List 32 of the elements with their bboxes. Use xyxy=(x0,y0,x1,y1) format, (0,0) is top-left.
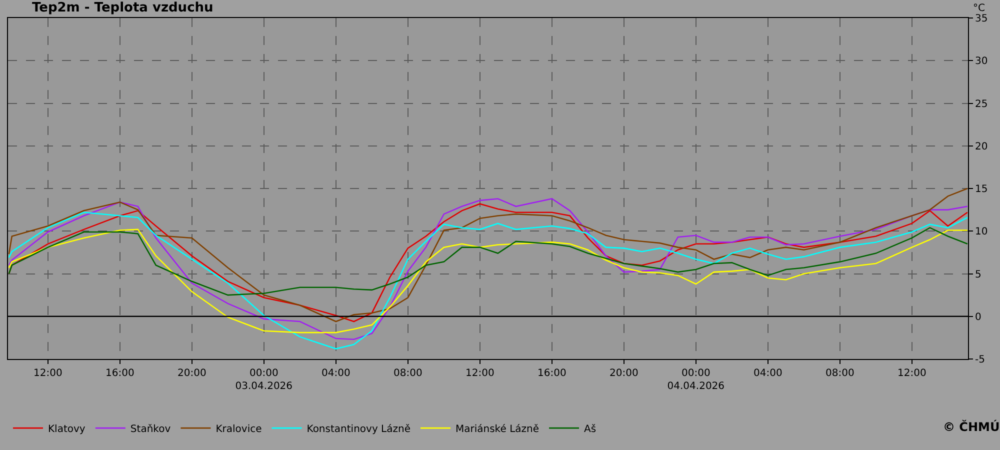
legend-label: Mariánské Lázně xyxy=(455,424,540,435)
y-tick-label: -5 xyxy=(975,354,985,366)
legend-label: Aš xyxy=(584,424,596,435)
legend-label: Klatovy xyxy=(48,424,86,435)
y-tick-label: 25 xyxy=(975,98,988,110)
x-tick-label: 00:00 04.04.2026 xyxy=(667,368,725,392)
x-tick-label: 20:00 xyxy=(609,368,638,379)
x-tick-label: 12:00 xyxy=(33,368,62,379)
x-tick-label: 04:00 xyxy=(753,368,782,379)
y-tick-label: 15 xyxy=(975,184,988,195)
legend-label: Kralovice xyxy=(216,424,262,435)
y-tick-label: 20 xyxy=(975,141,988,152)
x-tick-label: 12:00 xyxy=(465,368,494,379)
y-tick-label: 10 xyxy=(975,226,988,238)
x-tick-label: 08:00 xyxy=(393,368,422,379)
x-tick-label: 16:00 xyxy=(537,368,566,379)
y-tick-label: 30 xyxy=(975,56,988,68)
text: © ČHMÚ xyxy=(943,419,1000,434)
y-tick-label: 0 xyxy=(975,312,982,323)
legend-label: Staňkov xyxy=(130,424,171,435)
legend-label: Konstantinovy Lázně xyxy=(306,424,410,435)
x-tick-label: 20:00 xyxy=(177,368,206,379)
y-tick-label: 35 xyxy=(975,14,988,24)
y-axis-title: °C xyxy=(973,3,985,14)
y-tick-label: 5 xyxy=(975,269,982,280)
x-tick-label: 04:00 xyxy=(321,368,350,379)
x-tick-label: 00:00 03.04.2026 xyxy=(235,368,293,392)
x-tick-label: 08:00 xyxy=(825,368,854,379)
x-tick-label: 16:00 xyxy=(105,368,134,379)
chart-title: Tep2m - Teplota vzduchu xyxy=(32,0,214,16)
x-tick-label: 12:00 xyxy=(897,368,926,379)
line-series xyxy=(8,227,968,296)
